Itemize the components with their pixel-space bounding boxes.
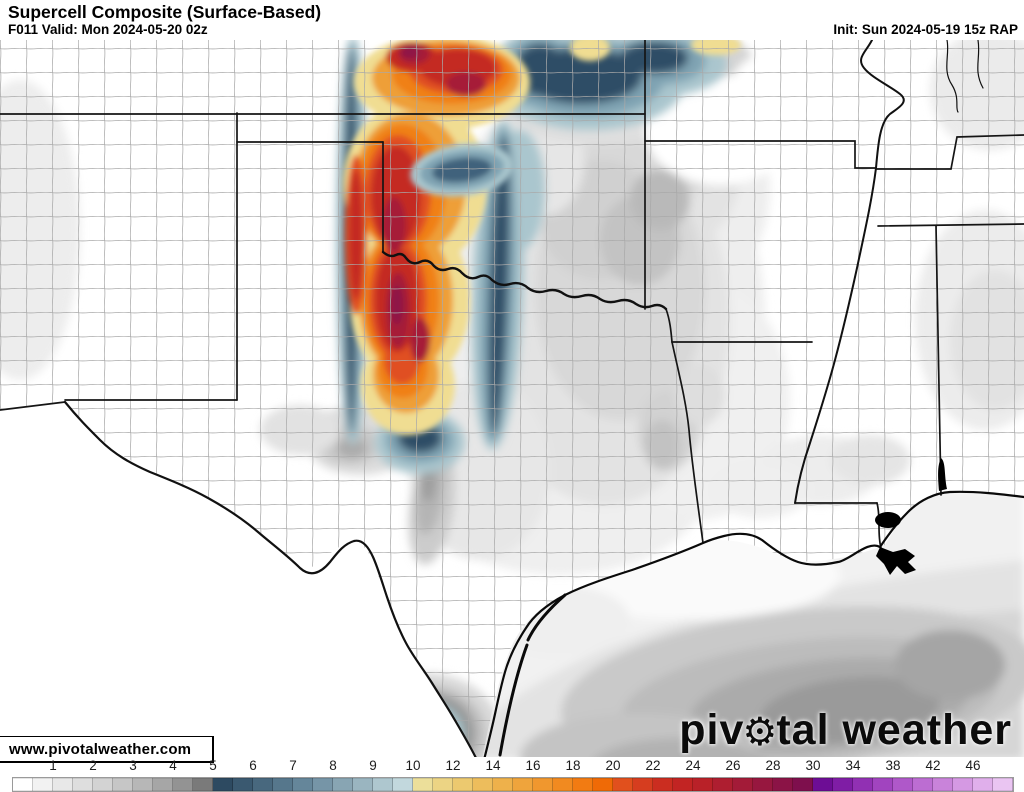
colorbar-cell (953, 778, 973, 791)
colorbar-cell (213, 778, 233, 791)
colorbar-cell (893, 778, 913, 791)
colorbar-cell (913, 778, 933, 791)
mississippi-delta (875, 458, 947, 575)
watermark-text-pre: piv (679, 706, 745, 754)
colorbar-tick-label: 3 (129, 758, 137, 773)
page-title: Supercell Composite (Surface-Based) (8, 2, 322, 22)
colorbar-tick-label: 26 (725, 758, 741, 773)
colorbar-cell (993, 778, 1013, 791)
init-time-label: Init: Sun 2024-05-19 15z RAP (833, 22, 1018, 37)
colorbar-tick-label: 9 (369, 758, 377, 773)
colorbar-tick-label: 22 (645, 758, 661, 773)
colorbar-cell (833, 778, 853, 791)
state-borders (0, 40, 1024, 549)
colorbar-cell (313, 778, 333, 791)
colorbar-cell (233, 778, 253, 791)
colorbar-cell (153, 778, 173, 791)
colorbar-cell (53, 778, 73, 791)
colorbar-cell (333, 778, 353, 791)
scp-shading-gulf (482, 491, 1024, 757)
colorbar-tick-label: 20 (605, 758, 621, 773)
colorbar-tick-label: 46 (965, 758, 981, 773)
colorbar-cell (793, 778, 813, 791)
colorbar-cell (353, 778, 373, 791)
colorbar-tick-label: 2 (89, 758, 97, 773)
colorbar-cell (553, 778, 573, 791)
colorbar-cell (753, 778, 773, 791)
colorbar-cell (373, 778, 393, 791)
colorbar-cells (12, 777, 1014, 792)
colorbar-cell (513, 778, 533, 791)
colorbar-cell (873, 778, 893, 791)
colorbar-cell (93, 778, 113, 791)
valid-time-label: F011 Valid: Mon 2024-05-20 02z (8, 22, 208, 37)
colorbar-cell (653, 778, 673, 791)
website-url-box: www.pivotalweather.com (0, 736, 214, 763)
gear-icon: ⚙ (742, 711, 779, 754)
colorbar-tick-label: 24 (685, 758, 701, 773)
colorbar-tick-label: 8 (329, 758, 337, 773)
colorbar-ticks: 1 2 3 4 5 6 7 8 9 10 12 14 16 18 20 22 24 26 28 30 34 38 42 46 (0, 757, 1024, 776)
colorbar-tick-label: 7 (289, 758, 297, 773)
colorbar-cell (33, 778, 53, 791)
watermark-text-post: tal weather (776, 706, 1012, 754)
colorbar-tick-label: 42 (925, 758, 941, 773)
colorbar-cell (633, 778, 653, 791)
colorbar-cell (453, 778, 473, 791)
map-header: Supercell Composite (Surface-Based) F011… (0, 0, 1024, 40)
colorbar-cell (273, 778, 293, 791)
colorbar-cell (813, 778, 833, 791)
colorbar-tick-label: 5 (209, 758, 217, 773)
map-canvas[interactable] (0, 40, 1024, 757)
colorbar-cell (293, 778, 313, 791)
colorbar-cell (693, 778, 713, 791)
colorbar-tick-label: 14 (485, 758, 501, 773)
colorbar-cell (73, 778, 93, 791)
colorbar-tick-label: 18 (565, 758, 581, 773)
colorbar-tick-label: 30 (805, 758, 821, 773)
colorbar-tick-label: 1 (49, 758, 57, 773)
colorbar-cell (413, 778, 433, 791)
colorbar-cell (253, 778, 273, 791)
colorbar-cell (613, 778, 633, 791)
colorbar-tick-label: 34 (845, 758, 861, 773)
colorbar-cell (433, 778, 453, 791)
colorbar-cell (493, 778, 513, 791)
colorbar-cell (933, 778, 953, 791)
weather-map-svg (0, 40, 1024, 757)
colorbar-cell (393, 778, 413, 791)
colorbar-tick-label: 10 (405, 758, 421, 773)
colorbar-cell (193, 778, 213, 791)
colorbar-tick-label: 28 (765, 758, 781, 773)
lake-pontchartrain (875, 512, 901, 528)
colorbar-cell (853, 778, 873, 791)
colorbar-tick-label: 6 (249, 758, 257, 773)
colorbar-cell (473, 778, 493, 791)
colorbar-cell (593, 778, 613, 791)
rivers (63, 40, 984, 757)
colorbar-cell (713, 778, 733, 791)
colorbar-cell (113, 778, 133, 791)
colorbar-tick-label: 4 (169, 758, 177, 773)
colorbar-cell (533, 778, 553, 791)
colorbar-tick-label: 38 (885, 758, 901, 773)
colorbar-cell (973, 778, 993, 791)
colorbar-cell (133, 778, 153, 791)
colorbar-cell (173, 778, 193, 791)
website-url-label: www.pivotalweather.com (9, 740, 192, 758)
colorbar-tick-label: 12 (445, 758, 461, 773)
coastline (483, 490, 1024, 757)
colorbar-cell (13, 778, 33, 791)
colorbar-tick-label: 16 (525, 758, 541, 773)
colorbar-cell (673, 778, 693, 791)
colorbar-cell (773, 778, 793, 791)
mobile-bay (938, 458, 947, 491)
pivotal-weather-watermark: piv⚙tal weather (679, 706, 1012, 755)
colorbar-cell (733, 778, 753, 791)
colorbar-cell (573, 778, 593, 791)
